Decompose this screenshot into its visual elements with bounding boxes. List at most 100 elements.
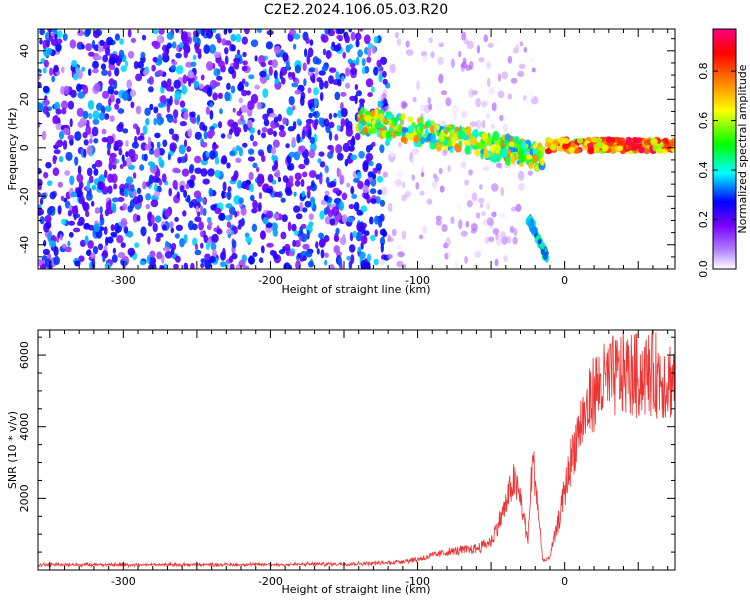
spectrogram-cell [363,230,370,236]
spectrogram-cell [370,198,377,204]
spectrogram-cell [294,230,299,236]
spectrogram-cell [51,75,56,83]
spectrogram-cell [308,112,313,119]
spectrogram-cell [378,73,383,83]
spectrogram-cell [258,192,262,200]
spectrogram-cell [230,34,237,42]
spectrogram-cell [300,179,305,187]
spectrogram-cell [260,231,266,239]
spectrogram-cell [226,221,231,228]
spectrogram-cell [113,183,118,190]
spectrogram-cell [107,70,112,77]
spectrogram-cell [593,147,600,153]
spectrogram-cell [39,39,43,45]
spectrogram-cell [481,101,487,108]
spectrogram-cell [436,38,444,44]
spectrogram-cell [521,140,527,151]
spectrogram-cell [305,37,310,44]
spectrogram-cell [438,73,444,84]
spectrogram-cell [466,200,473,208]
spectrogram-cell [132,172,137,179]
spectrogram-cell [661,148,668,155]
spectrogram-cell [389,63,396,74]
spectrogram-cell [108,161,113,171]
spectrogram-cell [117,197,125,202]
spectrogram-cell [130,184,135,192]
spectrogram-cell [509,226,515,234]
spectrogram-cell [401,230,407,240]
spectrogram-cell [377,218,383,228]
spectrogram-cell [203,234,209,244]
spectrogram-cell [387,202,393,213]
spectrogram-cell [382,78,388,85]
spectrogram-cell [171,41,177,49]
spectrogram-cell [132,213,139,223]
spectrogram-cell [358,123,364,132]
spectrogram-cell [211,233,219,243]
spectrogram-cell [466,40,474,50]
spectrogram-cell [502,123,508,133]
spectrogram-cell [79,239,86,247]
spectrogram-cell [77,121,84,128]
spectrogram-cell [285,189,293,197]
spectrogram-cell [277,113,283,122]
spectrogram-cell [421,174,427,185]
spectrogram-cell [135,73,143,82]
spectrogram-cell [42,105,49,115]
spectrogram-cell [133,60,139,70]
spectrogram-cell [209,150,216,160]
spectrogram-cell [439,185,445,193]
spectrogram-x-tick-label: -200 [258,274,283,287]
spectrogram-cell [458,219,463,230]
spectrogram-cell [412,96,417,103]
spectrogram-cell [86,183,90,192]
spectrogram-cell [125,151,129,158]
spectrogram-cell [117,108,125,114]
spectrogram-cell [67,100,75,110]
spectrogram-cell [229,263,235,269]
spectrogram-cell [643,139,651,146]
spectrogram-cell [282,117,287,125]
spectrogram-cell [329,146,335,155]
spectrogram-cell [228,66,235,75]
spectrogram-cell [401,131,407,138]
spectrogram-cell [470,136,478,146]
spectrogram-cell [302,243,310,250]
spectrogram-cell [370,234,376,242]
spectrogram-cell [172,167,180,174]
spectrogram-cell [46,180,53,187]
spectrogram-cell [438,133,445,143]
spectrogram-cell [527,170,534,176]
spectrogram-cell [324,252,329,258]
spectrogram-cell [148,174,154,184]
spectrogram-cell [87,68,92,76]
spectrogram-cell [194,131,202,140]
spectrogram-cell [238,220,243,228]
spectrogram-cell [139,164,145,171]
spectrogram-cell [483,148,489,158]
spectrogram-frame [37,28,676,270]
spectrogram-cell [67,240,71,247]
spectrogram-cell [114,103,120,110]
spectrogram-cell [568,146,575,153]
spectrogram-cell [127,247,136,256]
spectrogram-cell [362,185,369,194]
spectrogram-cell [125,140,129,147]
spectrogram-cell [360,205,368,213]
spectrogram-cell [183,189,188,198]
spectrogram-cell [91,184,97,191]
spectrogram-cell [454,260,459,269]
spectrogram-cell [281,77,286,85]
spectrogram-cell [74,131,82,141]
spectrogram-cell [114,67,120,77]
spectrogram-cell [197,51,202,60]
spectrogram-cell [184,153,188,162]
spectrogram-cell [315,241,319,249]
spectrogram-cell [86,192,93,201]
spectrogram-cell [115,98,121,105]
spectrogram-cell [638,146,645,153]
spectrogram-cell [95,55,102,61]
snr-x-axis-label: Height of straight line (km) [281,583,430,596]
spectrogram-cell [346,255,351,261]
spectrogram-cell [498,162,503,170]
